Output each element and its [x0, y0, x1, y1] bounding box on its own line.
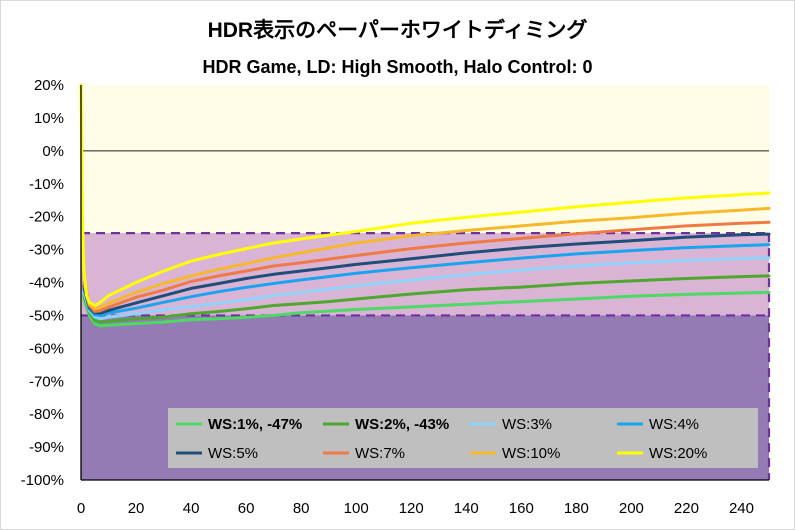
series-line-3: [82, 256, 771, 321]
reference-lines-layer: [81, 150, 771, 480]
y-tick-label: 0%: [42, 143, 64, 160]
x-tick-label: 40: [183, 500, 200, 517]
series-line-4: [82, 243, 771, 317]
legend-label: WS:7%: [355, 445, 405, 462]
y-tick-label: -80%: [29, 406, 64, 423]
x-tick-label: 220: [674, 500, 699, 517]
y-tick-label: -90%: [29, 439, 64, 456]
x-tick-label: 160: [509, 500, 534, 517]
y-tick-label: -30%: [29, 242, 64, 259]
y-tick-label: -70%: [29, 373, 64, 390]
y-tick-label: -100%: [21, 472, 64, 489]
y-tick-label: -50%: [29, 307, 64, 324]
x-tick-label: 140: [454, 500, 479, 517]
y-tick-label: -60%: [29, 340, 64, 357]
x-tick-label: 60: [238, 500, 255, 517]
series-line-5: [82, 232, 771, 315]
light-band: [81, 233, 769, 316]
legend-label: WS:3%: [502, 416, 552, 433]
x-tick-label: 20: [128, 500, 145, 517]
series-line-6: [82, 220, 771, 313]
legend-label: WS:2%, -43%: [355, 416, 449, 433]
series-line-1: [82, 290, 771, 328]
chart-title: HDR表示のペーパーホワイトディミング: [207, 19, 588, 42]
x-tick-label: 240: [729, 500, 754, 517]
legend: WS:1%, -47% WS:2%, -43% WS:3% WS:4% WS:5% WS:…: [168, 408, 758, 468]
x-tick-label: 200: [619, 500, 644, 517]
axes-layer: 20% 10% 0% -10% -20% -30% -40% -50% -60% -70% -80%…: [21, 77, 769, 517]
y-tick-label: -40%: [29, 275, 64, 292]
x-tick-label: 120: [399, 500, 424, 517]
y-tick-label: 10%: [34, 110, 64, 127]
series-layer: [79, 83, 771, 328]
legend-label: WS:5%: [208, 445, 258, 462]
x-tick-label: 100: [344, 500, 369, 517]
series-line-2: [82, 274, 771, 324]
x-tick-label: 180: [564, 500, 589, 517]
x-tick-label: 0: [77, 500, 85, 517]
series-line-8: [79, 83, 771, 307]
x-tick-label: 80: [293, 500, 310, 517]
legend-label: WS:4%: [649, 416, 699, 433]
series-line-7: [82, 206, 771, 311]
legend-box: [168, 408, 758, 468]
y-tick-label: 20%: [34, 77, 64, 94]
legend-label: WS:1%, -47%: [208, 416, 302, 433]
legend-label: WS:20%: [649, 445, 707, 462]
y-tick-label: -20%: [29, 209, 64, 226]
legend-label: WS:10%: [502, 445, 560, 462]
y-tick-label: -10%: [29, 176, 64, 193]
chart-subtitle: HDR Game, LD: High Smooth, Halo Control:…: [202, 57, 593, 77]
